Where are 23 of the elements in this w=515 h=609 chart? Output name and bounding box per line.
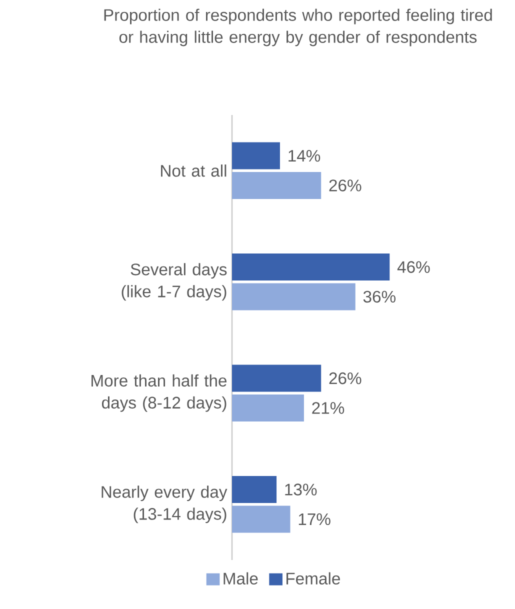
bar (232, 283, 356, 310)
y-tick-label: More than half the days (8-12 days) (92, 374, 227, 412)
bar (232, 394, 304, 422)
bar (232, 506, 290, 533)
data-label: 26% (329, 372, 362, 384)
data-label: 13% (285, 484, 317, 496)
bar (232, 476, 277, 504)
data-label: 14% (288, 150, 320, 162)
bar (232, 254, 390, 281)
bar (232, 142, 280, 170)
y-tick-label: Not at all (161, 164, 226, 177)
data-label: 17% (298, 513, 330, 526)
chart-title: Proportion of respondents who reported feeling tired or having little energy by gender of respondents (104, 8, 492, 46)
bar (232, 172, 322, 199)
data-label: 36% (363, 290, 396, 303)
y-tick-label: Nearly every day (13-14 days) (102, 486, 228, 524)
data-label: 26% (329, 180, 362, 192)
legend-label: Male (224, 572, 258, 585)
bar (232, 364, 322, 392)
y-tick-label: Several days (like 1-7 days) (122, 263, 227, 301)
data-label: 21% (312, 402, 344, 414)
legend-label: Female (286, 572, 340, 585)
data-label: 46% (397, 261, 430, 273)
